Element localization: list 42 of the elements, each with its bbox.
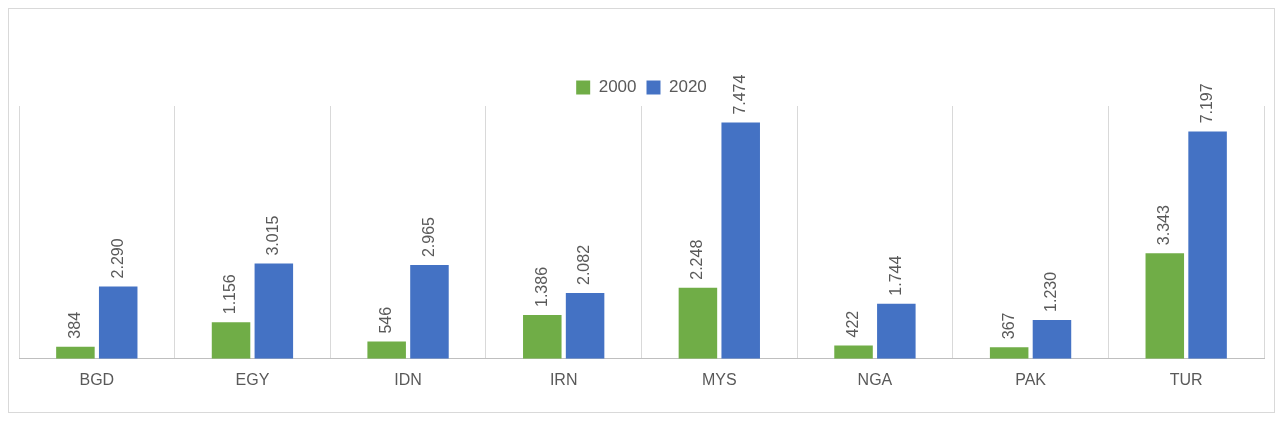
data-label: 422: [843, 310, 861, 338]
data-label: 2.290: [108, 238, 126, 279]
bar: [98, 286, 138, 359]
x-tick-label: BGD: [79, 370, 115, 388]
bar: [367, 341, 406, 359]
bar: [523, 315, 562, 359]
bar: [989, 347, 1029, 359]
data-label: 367: [999, 312, 1017, 340]
x-tick-label: NGA: [857, 370, 893, 388]
bar: [1032, 319, 1072, 359]
data-label: 1.744: [886, 255, 904, 296]
bar: [1145, 253, 1185, 359]
legend-label: 2000: [598, 77, 637, 97]
data-label: 1.156: [221, 274, 239, 315]
data-label: 2.082: [575, 244, 593, 286]
x-tick-label: MYS: [701, 370, 737, 388]
bar: [678, 287, 718, 359]
data-label: 2.965: [419, 216, 437, 258]
data-label: 546: [377, 306, 395, 334]
bar: [834, 345, 873, 359]
data-label: 384: [65, 311, 83, 339]
x-tick-label: PAK: [1015, 370, 1047, 388]
legend-label: 2020: [669, 77, 707, 97]
data-label: 2.248: [688, 239, 706, 280]
bar: [565, 293, 605, 359]
data-label: 1.230: [1042, 271, 1060, 312]
data-label: 3.015: [264, 215, 282, 256]
bar: [211, 322, 251, 359]
bar: [721, 122, 760, 359]
x-tick-label: TUR: [1169, 370, 1203, 388]
bar: [254, 263, 294, 359]
data-label: 3.343: [1155, 205, 1173, 246]
data-label: 1.386: [532, 266, 550, 307]
data-label: 7.474: [731, 74, 749, 115]
bar: [1188, 131, 1227, 359]
data-label: 7.197: [1197, 83, 1215, 124]
bar: [877, 303, 916, 359]
bar: [56, 346, 95, 359]
x-tick-label: IDN: [394, 370, 422, 388]
bar: [410, 265, 449, 359]
x-tick-label: IRN: [549, 370, 578, 388]
x-tick-label: EGY: [235, 370, 270, 388]
